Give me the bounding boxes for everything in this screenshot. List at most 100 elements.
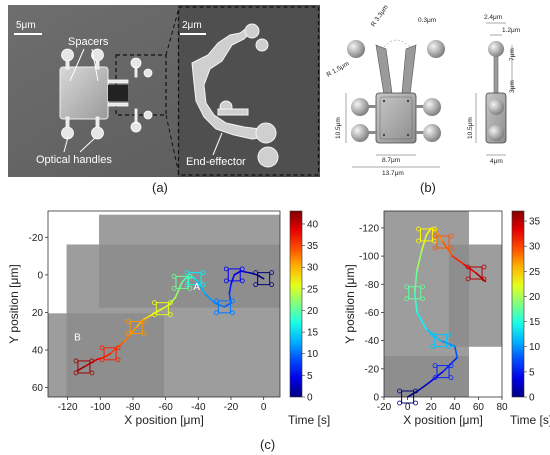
trajectory-segment xyxy=(155,307,164,314)
trajectory-segment xyxy=(102,352,111,359)
sem-micrograph: 5μm 2μm Spacers Optical handles End-effe… xyxy=(8,5,320,177)
trajectory-segment xyxy=(439,339,456,348)
trajectory-chart-left: -120 -100 -80 -60 -40 -20 0 -20 0 20 40 60 X positio… xyxy=(7,210,330,427)
robot-marker xyxy=(103,347,117,361)
panel-a-label: (a) xyxy=(152,180,168,195)
robot-marker xyxy=(257,272,271,286)
trajectory-segment xyxy=(233,270,242,276)
colorbar-tick-label: 0 xyxy=(307,393,313,404)
trajectory-segment xyxy=(406,390,418,398)
robot-handle xyxy=(200,282,206,288)
trajectory-segment xyxy=(256,274,265,280)
robot-handle xyxy=(432,245,438,251)
trajectory-segment xyxy=(425,328,442,342)
dim-r33: R 3.3μm xyxy=(370,5,390,28)
robot-handle xyxy=(465,276,471,282)
robot-handle xyxy=(184,282,190,288)
robot-handle xyxy=(432,363,438,369)
robot-handle xyxy=(430,332,436,338)
dim-w4: 4μm xyxy=(490,158,503,165)
panel-b-label: (b) xyxy=(420,180,436,195)
x-tick-label: -60 xyxy=(158,402,173,413)
dim-h7: 7μm xyxy=(509,48,516,61)
trajectory-segment xyxy=(109,347,118,355)
robot-marker xyxy=(436,365,450,379)
colorbar-tick-label: 25 xyxy=(307,284,319,295)
robot-handle xyxy=(99,345,105,351)
x-tick-label: -40 xyxy=(191,402,206,413)
trajectory-segment xyxy=(83,362,92,368)
trajectory-segment xyxy=(76,366,85,372)
robot-handle xyxy=(420,296,426,302)
robot-handle xyxy=(171,285,177,291)
trajectory-segment xyxy=(428,370,444,384)
robot-handle xyxy=(89,358,95,364)
colorbar-tick-label: 20 xyxy=(307,306,319,317)
x-tick-label: 40 xyxy=(449,402,461,413)
robot-marker xyxy=(217,300,231,314)
x-axis-label: X position [μm] xyxy=(403,413,483,427)
robot-marker xyxy=(227,268,241,282)
robot-handle xyxy=(89,370,95,376)
scale-label-left: 5μm xyxy=(16,20,36,31)
robot-handle xyxy=(230,298,235,304)
y-axis-label: Y position [μm] xyxy=(343,264,357,343)
trajectory-segment xyxy=(442,356,458,373)
label-optical-handles: Optical handles xyxy=(36,154,112,166)
trajectory-segment xyxy=(228,283,232,295)
robot-handle xyxy=(432,233,438,239)
y-tick-label: 20 xyxy=(32,308,44,319)
dim-h105b: 10.5μm xyxy=(467,117,474,139)
robot-handle xyxy=(239,278,245,284)
robot-handle xyxy=(115,345,121,351)
robot-handle xyxy=(200,270,206,276)
x-tick-label: 80 xyxy=(496,402,508,413)
robot-handle xyxy=(239,266,245,272)
colorbar-tick-label: 35 xyxy=(307,241,319,252)
robot-handle xyxy=(223,266,229,272)
x-tick-label: -20 xyxy=(224,402,239,413)
robot-marker xyxy=(77,360,91,374)
robot-handle xyxy=(416,226,421,232)
y-tick-label: 0 xyxy=(37,270,43,281)
y-tick-label: 40 xyxy=(32,346,44,357)
robot-marker xyxy=(401,390,415,404)
robot-handle xyxy=(141,331,147,336)
y-tick-label: -20 xyxy=(29,233,44,244)
robot-handle xyxy=(446,344,452,350)
microrobot-sem xyxy=(59,48,153,140)
robot-marker xyxy=(469,266,483,280)
robot-marker xyxy=(175,275,189,289)
cad-drawing: R 3.3μm 0.3μm R 1.5μm 10.5μm 8.7μm 13.7μ… xyxy=(326,4,521,177)
trajectory-segment xyxy=(442,241,454,257)
trajectory-segment xyxy=(416,382,430,393)
robot-marker xyxy=(155,302,169,316)
robot-handle xyxy=(397,388,403,394)
y-tick-label: -40 xyxy=(365,336,380,347)
robot-handle xyxy=(448,233,454,239)
robot-handle xyxy=(187,273,193,279)
robot-handle xyxy=(253,270,259,276)
trajectory-segment xyxy=(416,311,428,331)
robot-handle xyxy=(214,298,219,304)
trajectory-segment xyxy=(430,227,437,232)
robot-handle xyxy=(125,319,131,324)
robot-handle xyxy=(397,400,403,406)
trajectory-segment xyxy=(416,249,423,271)
trajectory-segment xyxy=(115,341,124,349)
colorbar-tick-label: 40 xyxy=(307,219,319,230)
robot-handle xyxy=(269,282,275,288)
robot-handle xyxy=(448,375,454,381)
panel-c-label: (c) xyxy=(260,437,276,452)
label-spacers: Spacers xyxy=(68,36,109,48)
colorbar-tick-label: 0 xyxy=(529,393,535,404)
x-tick-label: 0 xyxy=(261,402,267,413)
dim-h3: 3μm xyxy=(509,80,516,93)
robot-handle xyxy=(448,363,454,369)
y-tick-label: -100 xyxy=(359,252,379,263)
trajectory-segment xyxy=(413,291,418,314)
robot-handle xyxy=(230,310,235,316)
y-tick-label: -80 xyxy=(365,280,380,291)
robot-handle xyxy=(73,358,79,364)
panel-a: 5μm 2μm Spacers Optical handles End-effe… xyxy=(8,5,320,177)
